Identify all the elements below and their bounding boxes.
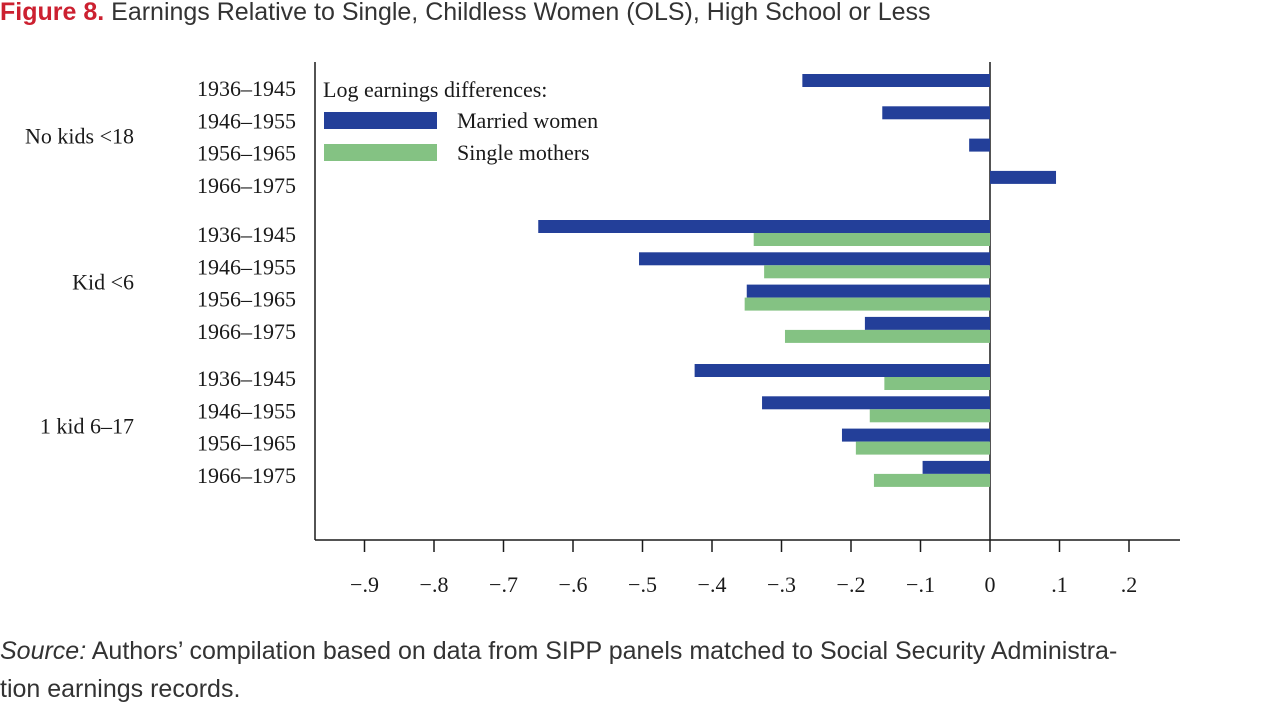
x-tick-label: −.3 [767,572,796,597]
source-label: Source: [0,637,87,665]
category-label: 1956–1965 [197,287,296,312]
category-label: 1966–1975 [197,463,296,488]
legend-swatch-single [324,144,437,161]
figure-title: Figure 8. Earnings Relative to Single, C… [0,0,931,27]
bar-single-mothers [764,265,990,279]
group-label: Kid <6 [72,269,134,294]
legend-swatch-married [324,112,437,129]
x-tick-label: −.9 [350,572,379,597]
x-tick-label: −.5 [628,572,657,597]
category-label: 1946–1955 [197,398,296,423]
category-label: 1946–1955 [197,254,296,279]
bar-single-mothers [753,233,990,246]
category-label: 1956–1965 [197,141,296,166]
category-label: 1956–1965 [197,431,296,456]
x-tick-label: −.4 [698,572,727,597]
x-tick-label: −.8 [420,572,449,597]
group-label: 1 kid 6–17 [40,413,134,438]
x-tick-label: −.1 [906,572,935,597]
bar-single-mothers [873,473,990,487]
category-label: 1946–1955 [197,108,296,133]
x-tick-label: 0 [985,572,996,597]
x-tick-label: −.6 [559,572,588,597]
bar-married-women [639,252,990,266]
bar-single-mothers [855,441,990,455]
source-text-continued: tion earnings records. [0,675,241,703]
category-label: 1966–1975 [197,319,296,344]
bar-married-women [762,396,990,410]
bar-single-mothers [784,329,990,343]
bar-married-women [969,138,990,152]
category-label: 1936–1945 [197,76,296,101]
bar-married-women [746,284,990,298]
category-label: 1936–1945 [197,222,296,247]
x-tick-label: .2 [1121,572,1138,597]
bar-married-women [802,74,990,87]
bar-married-women [864,316,990,330]
bar-married-women [841,428,990,442]
category-label: 1966–1975 [197,173,296,198]
legend-label-single: Single mothers [457,140,590,165]
x-tick-label: .1 [1051,572,1068,597]
source-note: Source: Authors’ compilation based on da… [0,632,1280,708]
bar-married-women [694,364,990,377]
bar-married-women [538,220,990,233]
category-label: 1936–1945 [197,366,296,391]
figure-label: Figure 8. [0,0,105,26]
x-tick-label: −.2 [837,572,866,597]
bar-single-mothers [744,297,990,311]
bar-single-mothers [884,377,990,390]
x-tick-label: −.7 [489,572,518,597]
group-label: No kids <18 [25,123,134,148]
bar-married-women [990,170,1057,184]
bar-single-mothers [869,409,990,423]
figure-title-text: Earnings Relative to Single, Childless W… [111,0,931,26]
source-text: Authors’ compilation based on data from … [91,637,1118,665]
bar-married-women [882,106,990,120]
bar-married-women [922,460,990,474]
legend-label-married: Married women [457,108,598,133]
legend-title: Log earnings differences: [323,77,547,102]
